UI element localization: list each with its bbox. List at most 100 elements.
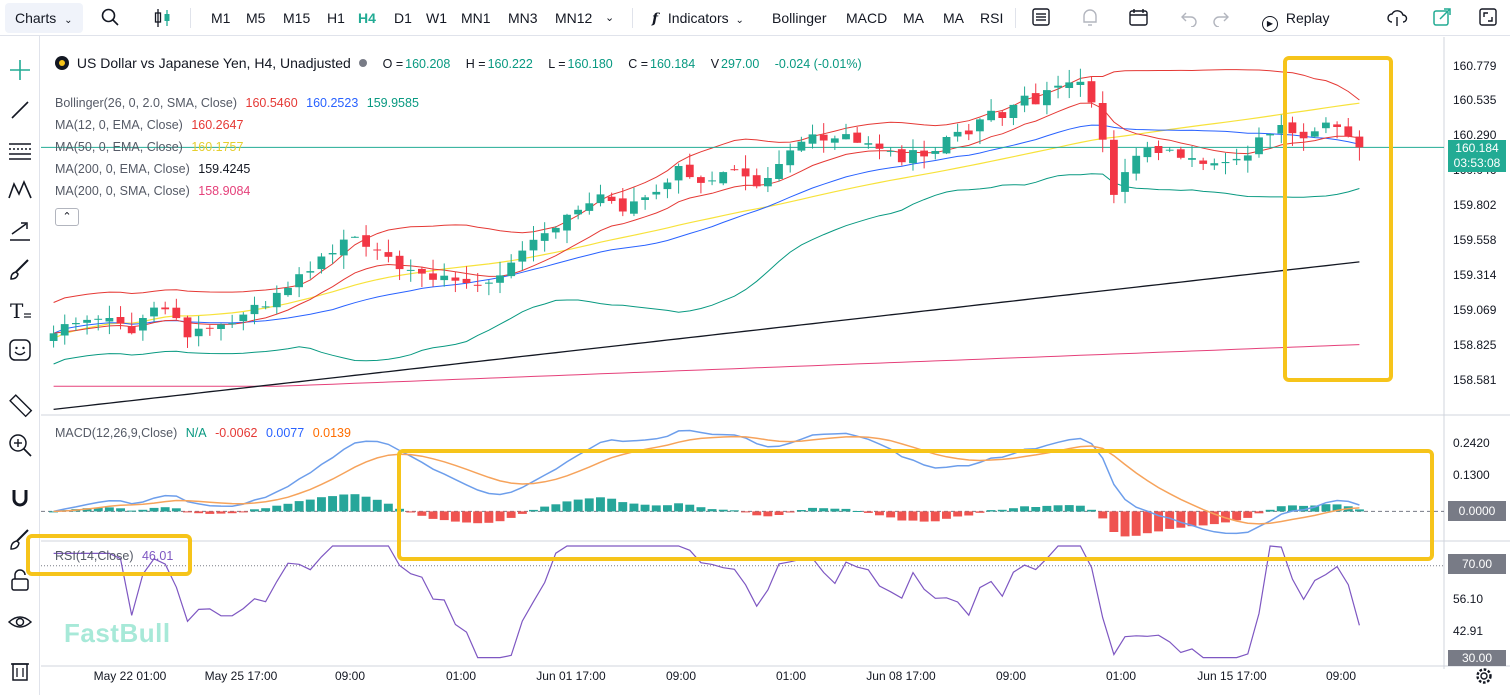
trend-line-icon[interactable] (6, 96, 34, 124)
horizontal-lines-icon[interactable] (6, 136, 34, 164)
timeframe-d1[interactable]: D1 (394, 10, 412, 26)
legend-label: MACD(12,26,9,Close) (55, 426, 178, 440)
cloud-sync-icon[interactable] (1386, 7, 1408, 31)
redo-icon[interactable] (1212, 7, 1230, 31)
svg-text:T: T (10, 299, 24, 323)
undo-icon[interactable] (1180, 7, 1198, 31)
magnet-icon[interactable] (6, 484, 34, 512)
legend-bollinger[interactable]: Bollinger(26, 0, 2.0, SMA, Close) 160.54… (55, 96, 424, 110)
rsi-tick: 56.10 (1453, 592, 1484, 606)
indicators-button[interactable]: f Indicators ⌄ (652, 6, 744, 30)
chevron-down-icon: ⌄ (735, 15, 744, 26)
legend-ma200-ema[interactable]: MA(200, 0, EMA, Close) 159.4245 (55, 162, 255, 176)
timeframe-h1[interactable]: H1 (327, 10, 345, 26)
candle-body (1188, 158, 1196, 160)
macd-histogram-bar (1265, 509, 1275, 512)
timeframe-more-chevron-icon[interactable]: ⌄ (605, 12, 615, 24)
macd-histogram-bar (1232, 511, 1242, 521)
macd-histogram-bar (1131, 511, 1141, 536)
projection-icon[interactable] (6, 216, 34, 244)
trash-icon[interactable] (6, 656, 34, 684)
candle-body (529, 239, 538, 251)
timeframe-m15[interactable]: M15 (283, 10, 311, 26)
candle-body (473, 284, 482, 286)
charts-menu-button[interactable]: Charts ⌄ (5, 3, 83, 33)
timeframe-mn3[interactable]: MN3 (508, 10, 538, 26)
crosshair-icon[interactable] (6, 56, 34, 84)
open-external-icon[interactable] (1432, 7, 1452, 31)
legend-value: 0.0139 (312, 426, 351, 440)
template-icon[interactable] (1031, 7, 1051, 31)
ruler-icon[interactable] (6, 391, 34, 419)
candle-body (1087, 81, 1096, 103)
macd-histogram-bar (897, 511, 907, 521)
macd-histogram-bar (261, 508, 271, 512)
timeframe-mn1[interactable]: MN1 (461, 10, 491, 26)
timeframe-mn12[interactable]: MN12 (555, 10, 593, 26)
candle-body (607, 196, 616, 201)
candle-body (317, 256, 326, 270)
timeframe-m1[interactable]: M1 (211, 10, 231, 26)
candle-body (451, 277, 460, 281)
candle-body (663, 182, 672, 190)
function-icon: f (652, 11, 659, 27)
candle-body (853, 132, 862, 143)
macd-histogram-bar (808, 507, 817, 512)
macd-histogram-bar (741, 511, 750, 513)
macd-histogram-bar (718, 509, 728, 512)
pattern-icon[interactable] (6, 176, 34, 204)
text-tool-icon[interactable]: T (6, 296, 34, 324)
indicator-ma-1[interactable]: MA (903, 10, 924, 26)
legend-value: 160.1757 (191, 140, 244, 154)
macd-histogram-bar (1299, 505, 1308, 512)
candle-body (596, 194, 605, 204)
macd-histogram-bar (473, 511, 483, 524)
candle-body (94, 318, 103, 320)
macd-histogram-bar (1355, 509, 1364, 512)
chart-canvas[interactable] (41, 37, 1510, 695)
gear-icon[interactable] (1474, 666, 1494, 686)
macd-histogram-bar (1187, 511, 1197, 527)
macd-histogram-bar (138, 509, 148, 512)
search-icon[interactable] (100, 7, 120, 31)
macd-histogram-bar (707, 509, 717, 512)
legend-macd[interactable]: MACD(12,26,9,Close) N/A -0.0062 0.0077 0… (55, 426, 356, 440)
indicator-ma-2[interactable]: MA (943, 10, 964, 26)
candlestick-type-icon[interactable] (153, 7, 173, 31)
replay-button[interactable]: ▶ Replay (1262, 6, 1329, 32)
macd-histogram-bar (417, 511, 427, 516)
macd-histogram-bar (283, 503, 293, 512)
fullscreen-icon[interactable] (1478, 7, 1498, 31)
legend-ma12-ema[interactable]: MA(12, 0, EMA, Close) 160.2647 (55, 118, 248, 132)
brush-icon[interactable] (6, 256, 34, 284)
calendar-icon[interactable] (1128, 7, 1150, 31)
legend-collapse-button[interactable]: ⌃ (55, 208, 79, 226)
indicator-bollinger[interactable]: Bollinger (772, 10, 827, 26)
alert-add-icon[interactable] (1080, 7, 1100, 31)
rsi-pane[interactable] (41, 545, 1444, 659)
timeframe-h4[interactable]: H4 (358, 10, 376, 26)
price-pane[interactable] (41, 68, 1444, 411)
candle-body (752, 175, 761, 187)
timeframe-w1[interactable]: W1 (426, 10, 447, 26)
timeframe-m5[interactable]: M5 (246, 10, 266, 26)
zoom-in-icon[interactable] (6, 431, 34, 459)
macd-histogram-bar (1321, 504, 1331, 512)
indicator-rsi[interactable]: RSI (980, 10, 1004, 26)
macd-histogram-bar (328, 496, 337, 512)
eraser-brush-icon[interactable] (6, 526, 34, 554)
candle-body (217, 324, 225, 329)
eye-icon[interactable] (6, 608, 34, 636)
macd-histogram-bar (93, 507, 103, 512)
macd-histogram-bar (1198, 511, 1208, 526)
emoji-icon[interactable] (6, 336, 34, 364)
legend-ma200-sma[interactable]: MA(200, 0, SMA, Close) 158.9084 (55, 184, 255, 198)
indicators-label: Indicators (667, 10, 729, 26)
candle-body (563, 214, 571, 231)
legend-ma50-ema[interactable]: MA(50, 0, EMA, Close) 160.1757 (55, 140, 248, 154)
legend-rsi[interactable]: RSI(14,Close) 46.01 (55, 549, 178, 563)
indicator-macd[interactable]: MACD (846, 10, 888, 26)
candle-body (897, 149, 906, 163)
lock-icon[interactable] (6, 566, 34, 594)
time-tick: 09:00 (665, 669, 697, 683)
